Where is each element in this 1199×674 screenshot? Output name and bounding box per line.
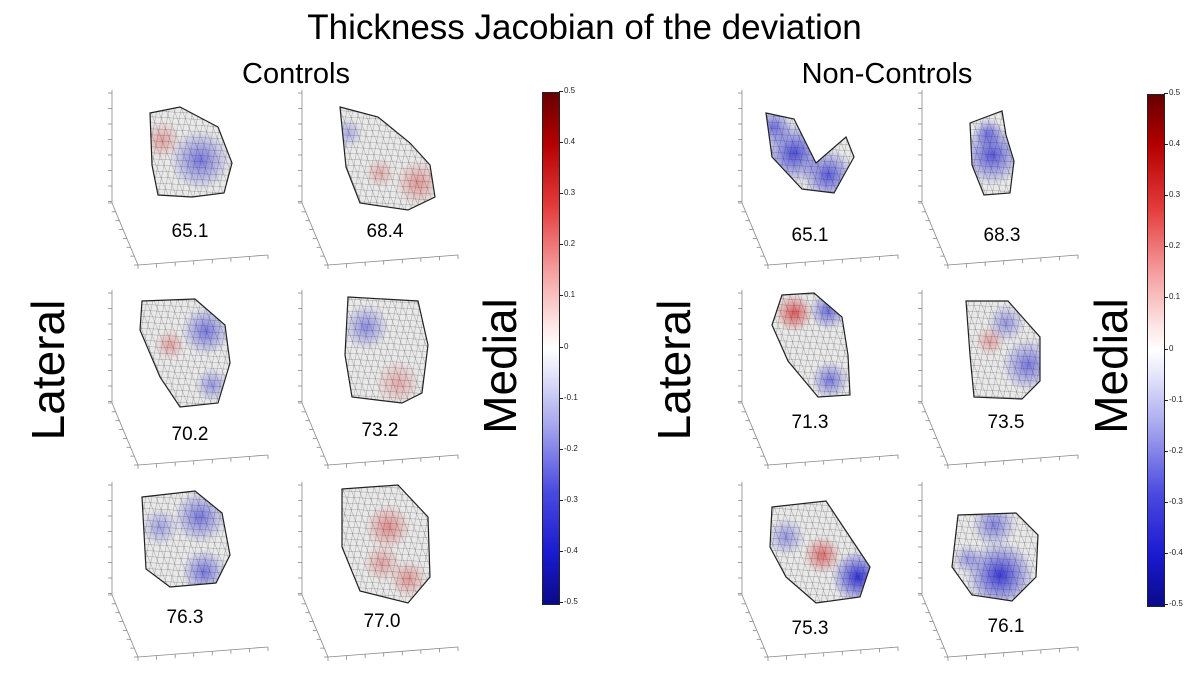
colorbar-tick-label: -0.1 bbox=[559, 392, 578, 402]
mesh-plot bbox=[918, 290, 1079, 469]
colorbar-tick-label: 0.5 bbox=[1163, 88, 1181, 97]
axes-frame bbox=[738, 482, 899, 661]
mesh-plot bbox=[298, 482, 459, 661]
colorbar-tick-label: -0.3 bbox=[559, 494, 578, 504]
colorbar-tick-label: 0.1 bbox=[1163, 292, 1181, 302]
mesh-plot bbox=[108, 90, 269, 269]
colorbar-tick-label: -0.2 bbox=[1164, 445, 1183, 455]
age-label: 77.0 bbox=[363, 611, 401, 632]
mesh-plot bbox=[108, 290, 269, 469]
mesh-surface bbox=[340, 107, 435, 210]
colorbar-tick-label: -0.4 bbox=[1164, 547, 1183, 557]
non-controls-medial-label: Medial bbox=[1085, 298, 1137, 434]
colorbar-tick-label: 0.3 bbox=[1163, 190, 1181, 200]
mesh-plot bbox=[738, 290, 899, 469]
colorbar-tick-label: -0.3 bbox=[1164, 496, 1183, 506]
colorbar-tick-label: 0.2 bbox=[1163, 241, 1181, 251]
axes-frame bbox=[108, 482, 269, 661]
figure-title: Thickness Jacobian of the deviation bbox=[307, 8, 862, 47]
non-controls-lateral-label: Lateral bbox=[648, 299, 700, 441]
age-label: 73.5 bbox=[987, 412, 1025, 433]
age-label: 70.2 bbox=[171, 424, 209, 445]
axes-frame bbox=[298, 90, 459, 269]
colorbar-tick-label: 0.2 bbox=[558, 239, 576, 249]
colorbar-tick-label: -0.1 bbox=[1164, 394, 1183, 404]
colorbar bbox=[1147, 94, 1165, 607]
non-controls-title: Non-Controls bbox=[801, 58, 973, 90]
axes-frame bbox=[738, 90, 899, 269]
colorbar-tick-label: 0.4 bbox=[558, 137, 576, 147]
colorbar-tick-label: -0.5 bbox=[1164, 599, 1183, 608]
age-label: 76.1 bbox=[987, 616, 1025, 637]
mesh-plot bbox=[738, 482, 899, 661]
axes-frame bbox=[918, 482, 1079, 661]
age-label: 68.3 bbox=[983, 225, 1021, 246]
age-label: 68.4 bbox=[366, 221, 404, 242]
age-label: 75.3 bbox=[791, 618, 829, 639]
controls-medial-label: Medial bbox=[474, 298, 526, 434]
axes-frame bbox=[918, 90, 1079, 269]
colorbar-tick-label: 0.4 bbox=[1163, 139, 1181, 149]
colorbar-tick-label: -0.2 bbox=[559, 443, 578, 453]
mesh-plot bbox=[298, 90, 459, 269]
controls-title: Controls bbox=[242, 58, 350, 90]
mesh-surface bbox=[966, 301, 1040, 399]
colorbar-tick-label: 0.3 bbox=[558, 188, 576, 198]
mesh-surface bbox=[150, 107, 232, 197]
mesh-surface bbox=[345, 297, 428, 403]
age-label: 65.1 bbox=[791, 225, 829, 246]
axes-frame bbox=[108, 90, 269, 269]
mesh-plot bbox=[918, 90, 1079, 269]
mesh-surface bbox=[140, 299, 230, 407]
age-label: 71.3 bbox=[791, 412, 829, 433]
mesh-plot bbox=[738, 90, 899, 269]
axes-frame bbox=[298, 290, 459, 469]
mesh-surface bbox=[142, 491, 230, 587]
colorbar-tick-label: -0.4 bbox=[559, 545, 578, 555]
controls-lateral-label: Lateral bbox=[22, 299, 74, 441]
mesh-plot bbox=[298, 290, 459, 469]
colorbar bbox=[542, 92, 560, 605]
axes-frame bbox=[108, 290, 269, 469]
colorbar-tick-label: -0.5 bbox=[559, 597, 578, 606]
axes-frame bbox=[738, 290, 899, 469]
colorbar-tick-label: 0 bbox=[1163, 343, 1174, 353]
axes-frame bbox=[298, 482, 459, 661]
axes-frame bbox=[918, 290, 1079, 469]
age-label: 65.1 bbox=[171, 221, 209, 242]
mesh-plot bbox=[108, 482, 269, 661]
colorbar-tick-label: 0 bbox=[558, 341, 569, 351]
mesh-plot bbox=[918, 482, 1079, 661]
colorbar-tick-label: 0.5 bbox=[558, 86, 576, 95]
colorbar-tick-label: 0.1 bbox=[558, 290, 576, 300]
age-label: 76.3 bbox=[166, 607, 204, 628]
age-label: 73.2 bbox=[361, 420, 399, 441]
